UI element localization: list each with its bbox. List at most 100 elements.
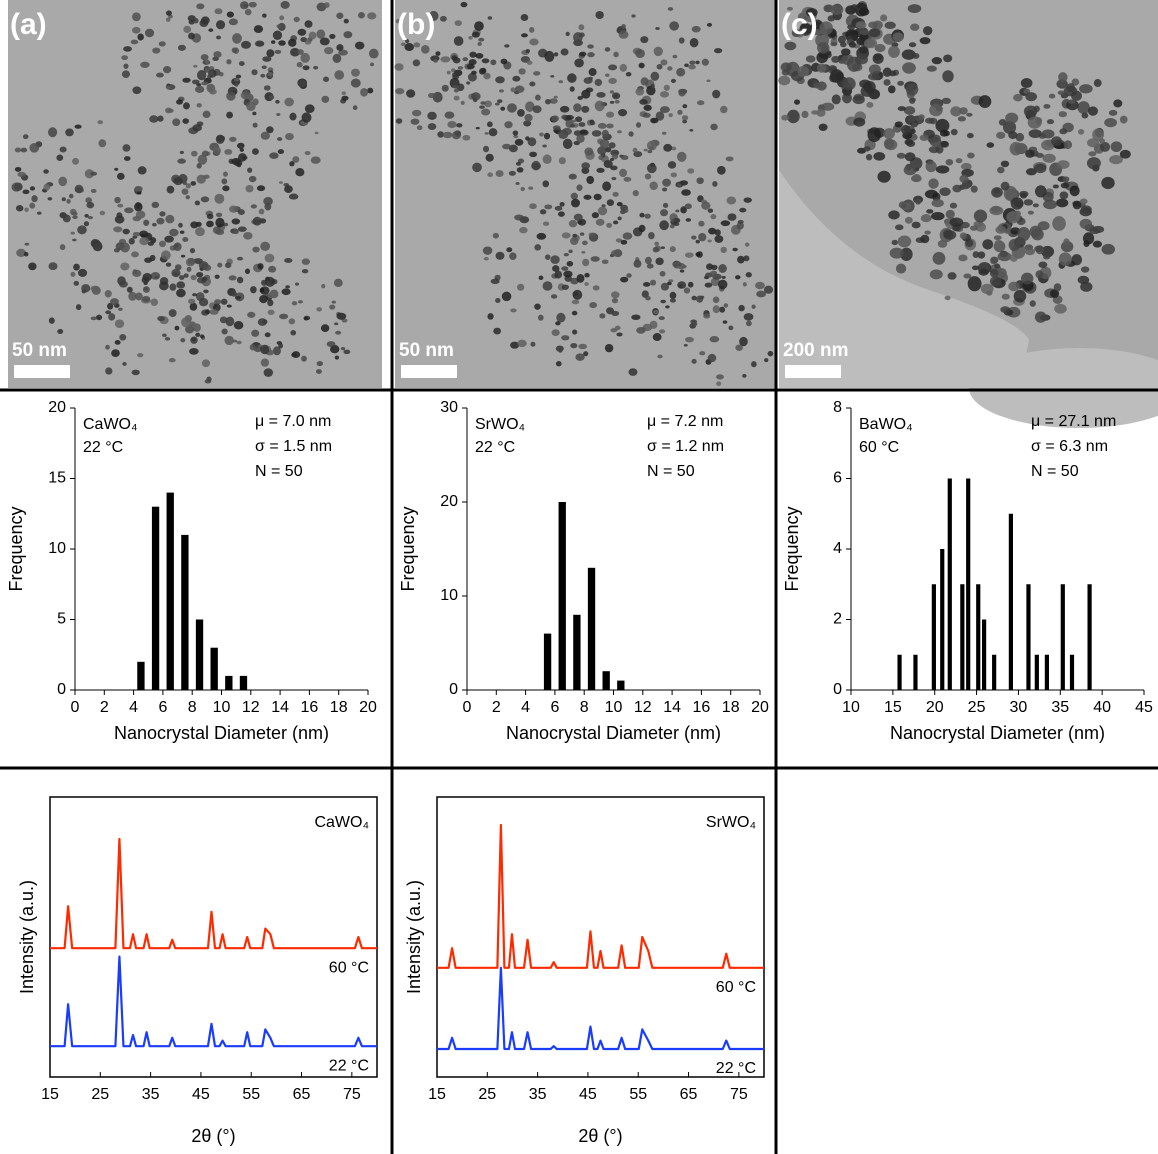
bar xyxy=(558,502,566,690)
nanoparticle xyxy=(190,336,198,344)
nanoparticle xyxy=(712,273,722,280)
bar xyxy=(1087,584,1092,690)
nanoparticle xyxy=(412,59,421,67)
nanoparticle xyxy=(534,303,541,310)
nanoparticle xyxy=(316,307,323,312)
nanoparticle xyxy=(616,201,623,207)
nanoparticle xyxy=(745,320,752,327)
nanoparticle xyxy=(180,254,186,258)
nanoparticle xyxy=(474,21,484,31)
nanoparticle xyxy=(556,312,566,323)
nanoparticle xyxy=(568,173,577,180)
nanoparticle xyxy=(267,309,275,315)
nanoparticle xyxy=(581,89,591,99)
nanoparticle xyxy=(134,185,143,192)
nanoparticle xyxy=(528,186,534,190)
nanoparticle xyxy=(943,230,957,240)
nanoparticle xyxy=(193,17,199,24)
nanoparticle xyxy=(667,281,672,286)
nanoparticle xyxy=(883,128,895,140)
nanoparticle xyxy=(643,104,652,111)
x-tick-label: 15 xyxy=(428,1086,446,1103)
nanoparticle xyxy=(530,341,536,347)
nanoparticle xyxy=(304,20,313,28)
nanoparticle xyxy=(863,80,876,94)
x-axis-title: 2θ (°) xyxy=(578,1126,622,1146)
bar xyxy=(992,654,997,690)
nanoparticle xyxy=(707,239,712,243)
nanoparticle xyxy=(670,78,677,84)
nanoparticle xyxy=(267,299,274,307)
nanoparticle xyxy=(840,48,851,56)
nanoparticle xyxy=(1079,218,1093,230)
nanoparticle xyxy=(152,222,157,227)
nanoparticle xyxy=(165,17,171,22)
nanoparticle xyxy=(223,171,228,177)
nanoparticle xyxy=(75,304,82,311)
nanoparticle xyxy=(87,215,94,220)
image-background xyxy=(395,0,775,388)
nanoparticle xyxy=(331,300,337,304)
nanoparticle xyxy=(581,167,590,175)
nanoparticle xyxy=(485,153,494,162)
nanoparticle xyxy=(532,105,542,114)
nanoparticle xyxy=(929,137,942,147)
nanoparticle xyxy=(182,118,189,124)
nanoparticle xyxy=(295,168,305,177)
bar xyxy=(181,534,189,690)
nanoparticle xyxy=(1020,272,1034,285)
nanoparticle xyxy=(178,222,183,228)
nanoparticle xyxy=(708,227,717,235)
nanoparticle xyxy=(673,218,680,223)
nanoparticle xyxy=(977,262,992,274)
nanoparticle xyxy=(679,269,685,273)
nanoparticle xyxy=(1015,132,1025,142)
nanoparticle xyxy=(868,64,881,75)
nanoparticle xyxy=(529,81,536,87)
nanoparticle xyxy=(235,295,241,300)
nanoparticle xyxy=(471,31,480,38)
nanoparticle xyxy=(932,251,946,265)
nanoparticle xyxy=(884,21,896,30)
nanoparticle xyxy=(880,14,888,22)
nanoparticle xyxy=(277,149,285,155)
nanoparticle xyxy=(698,220,705,227)
nanoparticle xyxy=(467,72,477,82)
nanoparticle xyxy=(105,310,112,315)
nanoparticle xyxy=(662,187,668,192)
nanoparticle xyxy=(559,201,565,207)
nanoparticle xyxy=(274,49,282,55)
nanoparticle xyxy=(202,110,211,119)
nanoparticle xyxy=(222,185,230,192)
nanoparticle xyxy=(98,139,107,148)
nanoparticle xyxy=(221,178,228,185)
nanoparticle xyxy=(1023,105,1038,118)
bar xyxy=(195,619,204,690)
nanoparticle xyxy=(561,284,569,290)
x-tick-label: 2 xyxy=(100,699,109,716)
nanoparticle xyxy=(567,73,577,83)
nanoparticle xyxy=(1059,128,1068,135)
nanoparticle xyxy=(909,97,916,104)
nanoparticle xyxy=(267,292,275,299)
x-tick-label: 10 xyxy=(605,699,623,716)
nanoparticle xyxy=(989,268,999,278)
nanoparticle xyxy=(1104,118,1118,128)
xrd-line xyxy=(50,837,377,950)
nanoparticle xyxy=(943,54,953,63)
nanoparticle xyxy=(252,148,259,155)
nanoparticle xyxy=(735,344,743,351)
nanoparticle xyxy=(256,185,266,192)
nanoparticle xyxy=(755,281,765,290)
nanoparticle xyxy=(635,122,642,128)
nanoparticle xyxy=(124,207,134,214)
nanoparticle xyxy=(957,116,966,122)
nanoparticle xyxy=(939,129,949,137)
nanoparticle xyxy=(31,195,38,203)
nanoparticle xyxy=(1086,138,1100,148)
nanoparticle xyxy=(241,40,251,49)
annotation: CaWO₄ xyxy=(314,814,369,831)
nanoparticle xyxy=(468,59,477,66)
nanoparticle xyxy=(553,52,559,57)
